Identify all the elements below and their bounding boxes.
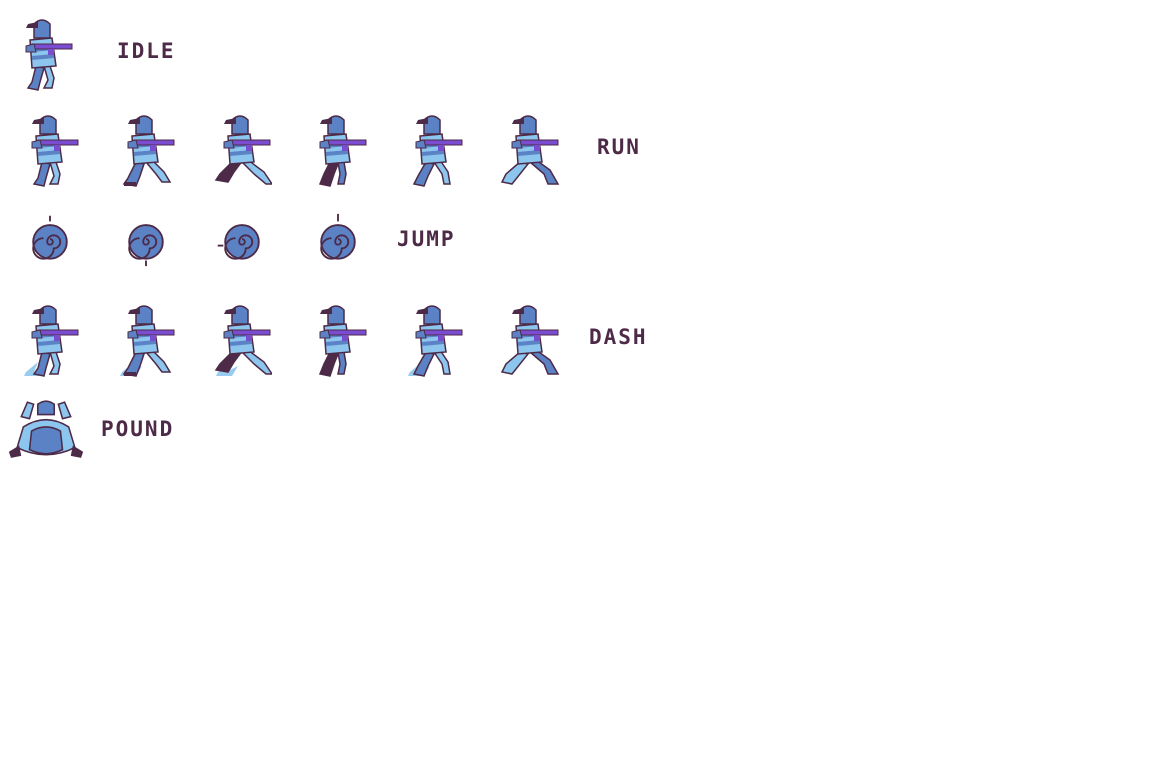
jump-frame-3-spin-ball-icon — [217, 224, 260, 260]
idle-label: IDLE — [117, 39, 176, 63]
run-frame-3-soldier-icon — [214, 115, 272, 185]
run-frame-6-soldier-icon — [500, 115, 560, 185]
dash-frame-1-soldier-icon — [24, 305, 79, 377]
run-label: RUN — [597, 135, 641, 159]
run-frame-4-soldier-icon — [318, 115, 367, 187]
jump-frame-1-spin-ball-icon — [32, 215, 68, 260]
run-frame-5-soldier-icon — [412, 115, 463, 187]
pound-frame-1-ground-pound-icon — [8, 400, 84, 458]
jump-frame-2-spin-ball-icon — [128, 224, 164, 267]
dash-frame-3-soldier-icon — [214, 305, 272, 376]
run-frame-1-soldier-icon — [31, 115, 79, 187]
jump-label: JUMP — [397, 227, 456, 251]
pound-label: POUND — [101, 417, 175, 441]
dash-frame-5-soldier-icon — [408, 305, 463, 377]
dash-label: DASH — [589, 325, 648, 349]
dash-frame-6-soldier-icon — [500, 305, 560, 375]
run-frame-2-soldier-icon — [122, 115, 175, 187]
dash-frame-2-soldier-icon — [120, 305, 175, 377]
jump-frame-4-spin-ball-icon — [320, 213, 356, 260]
dash-frame-4-soldier-icon — [318, 305, 367, 377]
idle-frame-1-soldier-icon — [25, 19, 73, 91]
